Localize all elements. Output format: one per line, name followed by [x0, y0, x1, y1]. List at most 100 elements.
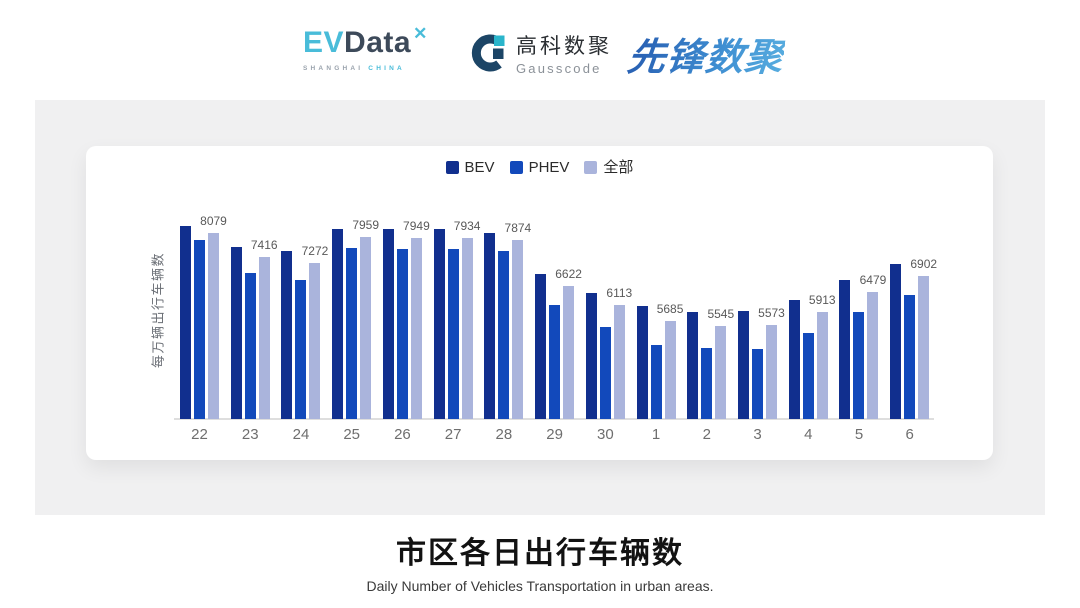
legend-swatch-icon [584, 161, 598, 174]
bar-all-23 [258, 257, 270, 419]
bar-bev-2 [687, 311, 699, 419]
evdata-tagline-shanghai: SHANGHAI [303, 65, 364, 72]
bar-all-28 [512, 240, 524, 419]
x-axis-tick-label: 3 [753, 426, 762, 443]
x-axis-tick-label: 4 [804, 426, 813, 443]
x-axis-tick-label: 23 [241, 426, 259, 443]
evdata-ev-text: EV [303, 26, 345, 59]
gausscode-text: 高科数聚 Gausscode [516, 30, 612, 76]
bar-bev-28 [484, 233, 496, 419]
bar-value-label: 7959 [352, 218, 380, 233]
bar-bev-29 [535, 274, 547, 419]
bar-bev-6 [890, 264, 902, 419]
evdata-wordmark: EVData ✕ [303, 24, 427, 62]
bar-all-26 [410, 237, 422, 419]
bar-phev-5 [853, 311, 865, 419]
bar-value-label: 7416 [250, 238, 278, 253]
x-axis-tick-label: 2 [702, 426, 711, 443]
bar-phev-25 [346, 247, 358, 419]
plot-area: 8079 22 7416 23 7272 24 7959 25 7949 26 7934 27 7874… [86, 146, 993, 460]
bar-all-6 [918, 276, 930, 419]
header-logos: EVData ✕ SHANGHAI CHINA 高科数聚 Gausscode 先锋… [0, 0, 1080, 100]
chart-title: 市区各日出行车辆数 [396, 537, 684, 570]
bar-phev-6 [904, 294, 916, 419]
bar-all-22 [208, 232, 219, 419]
bar-phev-26 [396, 248, 408, 419]
bar-bev-26 [382, 229, 394, 419]
bar-value-label: 5685 [656, 301, 684, 316]
bar-all-29 [563, 286, 575, 419]
bar-phev-29 [549, 305, 561, 419]
gausscode-name-en: Gausscode [516, 61, 602, 76]
bar-value-label: 5913 [808, 293, 836, 308]
bar-phev-4 [802, 333, 814, 419]
bar-all-3 [766, 324, 778, 419]
bar-value-label: 7949 [403, 218, 430, 233]
x-axis-tick-label: 26 [394, 426, 411, 443]
bar-bev-1 [636, 305, 648, 419]
x-axis-tick-label: 6 [905, 426, 914, 443]
bar-bev-23 [230, 246, 242, 419]
bar-bev-30 [585, 292, 597, 419]
evdata-logo: EVData ✕ SHANGHAI CHINA [303, 24, 427, 72]
evdata-tagline: SHANGHAI CHINA [303, 65, 426, 72]
evdata-data-text: Data [344, 26, 412, 59]
bar-value-label: 7934 [453, 219, 481, 234]
bar-value-label: 7272 [301, 243, 329, 258]
gausscode-mark-icon [471, 34, 505, 72]
bar-phev-22 [194, 239, 205, 419]
chart-subtitle: Daily Number of Vehicles Transportation … [366, 578, 714, 594]
bar-phev-27 [447, 248, 459, 419]
x-axis-tick-label: 29 [546, 426, 563, 443]
gausscode-logo: 高科数聚 Gausscode [468, 30, 612, 76]
bar-bev-25 [332, 229, 344, 419]
bar-all-30 [613, 304, 625, 419]
legend-label: PHEV [528, 159, 570, 176]
bar-all-4 [816, 312, 828, 419]
bar-value-label: 6902 [910, 257, 938, 272]
bar-phev-2 [701, 348, 713, 419]
gausscode-name-cn: 高科数聚 [516, 35, 612, 58]
chart-title-block: 市区各日出行车辆数 Daily Number of Vehicles Trans… [0, 528, 1080, 594]
legend-item-bev[interactable]: BEV [445, 159, 495, 176]
evdata-star-icon: ✕ [413, 24, 428, 43]
legend-label: 全部 [603, 159, 634, 176]
legend-item-all[interactable]: 全部 [584, 160, 633, 175]
bar-value-label: 5573 [758, 305, 785, 320]
bar-value-label: 6113 [606, 285, 633, 300]
x-axis-tick-label: 28 [495, 426, 513, 443]
bar-all-5 [867, 291, 879, 419]
bar-bev-4 [788, 300, 800, 419]
x-axis-tick-label: 24 [292, 426, 310, 443]
bar-bev-24 [281, 250, 293, 419]
x-axis-line [174, 418, 934, 420]
legend-swatch-icon [509, 161, 523, 174]
evdata-tagline-china: CHINA [368, 65, 405, 72]
legend-label: BEV [464, 159, 495, 176]
bar-phev-30 [599, 326, 611, 419]
chart-panel: BEV PHEV 全部 每万辆出行车辆数 8079 22 7416 23 7272 24 795… [35, 100, 1045, 515]
legend-item-phev[interactable]: PHEV [509, 159, 570, 176]
chart-legend: BEV PHEV 全部 [86, 160, 993, 175]
bar-phev-3 [752, 349, 764, 419]
bar-all-25 [360, 237, 372, 419]
x-axis-tick-label: 25 [343, 426, 361, 443]
bar-value-label: 8079 [200, 213, 227, 228]
pioneer-name-cn: 先锋数聚 [625, 26, 787, 81]
bar-phev-24 [295, 279, 307, 419]
x-axis-tick-label: 22 [191, 426, 208, 443]
chart-card: BEV PHEV 全部 每万辆出行车辆数 8079 22 7416 23 7272 24 795… [86, 146, 993, 460]
bar-all-27 [461, 238, 473, 419]
pioneer-logo: 先锋数聚 [625, 26, 787, 81]
bar-phev-28 [498, 250, 510, 419]
x-axis-tick-label: 1 [651, 426, 661, 443]
bar-all-24 [309, 262, 321, 419]
x-axis-tick-label: 27 [444, 426, 462, 443]
bar-value-label: 5545 [707, 306, 735, 321]
x-axis-tick-label: 5 [854, 426, 864, 443]
bar-value-label: 7874 [504, 221, 532, 236]
bar-all-1 [664, 320, 676, 419]
legend-swatch-icon [445, 161, 459, 174]
x-axis-tick-label: 30 [596, 426, 614, 443]
